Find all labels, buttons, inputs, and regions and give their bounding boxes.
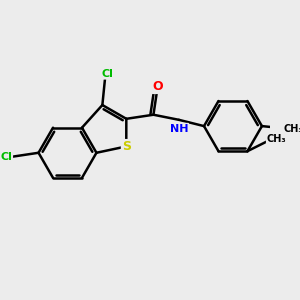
Text: S: S	[122, 140, 131, 153]
Text: CH₃: CH₃	[267, 134, 286, 144]
Text: CH₃: CH₃	[283, 124, 300, 134]
Text: NH: NH	[169, 124, 188, 134]
Text: Cl: Cl	[0, 152, 12, 162]
Text: Cl: Cl	[102, 69, 114, 79]
Text: O: O	[153, 80, 163, 93]
